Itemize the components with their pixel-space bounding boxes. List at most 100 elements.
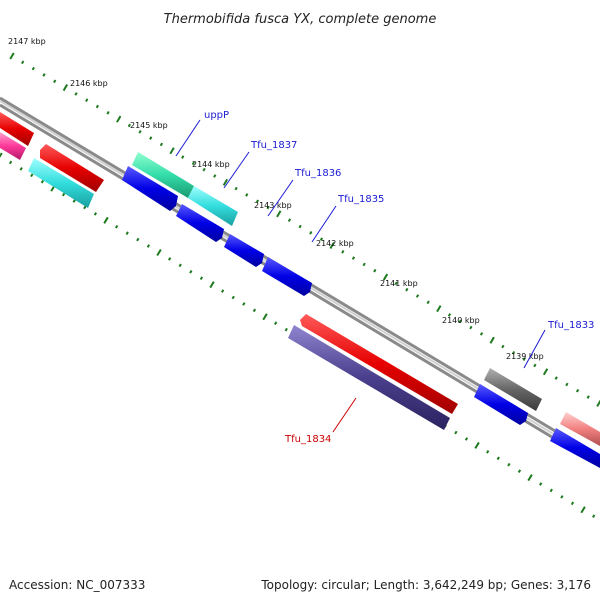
minor-tick	[486, 450, 490, 454]
major-tick	[527, 474, 533, 482]
minor-tick	[167, 257, 172, 261]
gene-arrow-upp	[132, 152, 194, 198]
kbp-label-2139: 2139 kbp	[506, 352, 544, 361]
minor-tick	[42, 73, 46, 77]
gene-arrow-red	[300, 314, 458, 414]
major-tick	[596, 399, 600, 407]
minor-tick	[149, 136, 153, 140]
minor-tick	[274, 321, 278, 326]
gene-label-tfu1837: Tfu_1837	[250, 140, 297, 151]
major-tick	[9, 52, 15, 60]
minor-tick	[287, 218, 292, 223]
major-tick	[156, 248, 162, 256]
minor-tick	[72, 199, 76, 203]
accession-text: Accession: NC_007333	[9, 578, 146, 592]
minor-tick	[106, 111, 110, 115]
kbp-label-2143: 2143 kbp	[254, 201, 292, 210]
minor-tick	[426, 300, 430, 305]
minor-tick	[191, 161, 196, 166]
minor-tick	[127, 123, 132, 128]
minor-tick	[507, 462, 511, 467]
gene-arrow-blue	[176, 204, 224, 242]
minor-tick	[501, 344, 505, 349]
minor-tick	[266, 205, 270, 210]
minor-tick	[469, 325, 473, 330]
minor-tick	[40, 179, 45, 184]
gene-label-tfu1836: Tfu_1836	[294, 168, 341, 179]
minor-tick	[298, 224, 302, 229]
major-tick	[542, 368, 549, 376]
kbp-label-2147: 2147 kbp	[8, 37, 46, 46]
minor-tick	[181, 155, 185, 159]
minor-tick	[199, 276, 204, 281]
major-tick	[262, 313, 268, 321]
minor-tick	[533, 363, 537, 368]
minor-tick	[592, 514, 596, 518]
minor-tick	[189, 269, 193, 274]
major-tick	[474, 441, 480, 449]
minor-tick	[159, 142, 164, 147]
minor-tick	[415, 294, 420, 298]
map-title: Thermobifida fusca YX, complete genome	[164, 12, 437, 27]
minor-tick	[138, 129, 142, 134]
minor-tick	[464, 437, 469, 441]
minor-tick	[554, 376, 558, 380]
minor-tick	[373, 268, 377, 273]
minor-tick	[61, 192, 66, 197]
minor-tick	[213, 174, 217, 178]
kbp-label-2146: 2146 kbp	[70, 79, 108, 88]
kbp-label-2141: 2141 kbp	[380, 279, 418, 288]
label-connectors	[175, 119, 546, 433]
minor-tick	[21, 60, 25, 65]
gene-features	[0, 112, 600, 468]
minor-tick	[458, 319, 462, 324]
minor-tick	[83, 205, 87, 210]
minor-tick	[245, 193, 249, 197]
minor-tick	[242, 302, 246, 306]
gene-arrow-tfu1834	[288, 325, 450, 430]
major-tick	[0, 152, 3, 158]
gene-label-tfu1835: Tfu_1835	[337, 194, 384, 205]
minor-tick	[341, 249, 345, 254]
major-tick	[580, 506, 586, 514]
major-tick	[62, 84, 68, 92]
gene-arrow-tfu1835	[262, 257, 312, 296]
gene-arrow	[0, 112, 34, 146]
outer-tick-ring	[9, 52, 600, 407]
minor-tick	[511, 351, 516, 355]
minor-tick	[85, 98, 89, 103]
minor-tick	[560, 495, 564, 499]
minor-tick	[319, 237, 324, 241]
major-tick	[103, 216, 109, 224]
major-tick	[489, 336, 495, 344]
gene-arrow	[28, 158, 94, 208]
minor-tick	[394, 281, 398, 286]
gene-label-uppP: uppP	[204, 110, 229, 121]
topology-text: Topology: circular; Length: 3,642,249 bp…	[261, 578, 591, 592]
major-tick	[436, 305, 442, 313]
gene-arrow	[40, 144, 104, 192]
minor-tick	[31, 66, 35, 71]
kbp-labels: 2147 kbp 2146 kbp 2145 kbp 2144 kbp 2143…	[8, 37, 544, 361]
minor-tick	[586, 395, 590, 399]
gene-labels: uppP Tfu_1837 Tfu_1836 Tfu_1835 Tfu_1833…	[204, 110, 594, 445]
minor-tick	[114, 224, 119, 229]
major-tick	[169, 147, 175, 155]
gene-arrow-salmon	[560, 412, 600, 446]
minor-tick	[539, 482, 543, 486]
minor-tick	[479, 332, 484, 336]
minor-tick	[447, 313, 452, 317]
gene-arrow-blue	[550, 428, 600, 468]
kbp-label-2142: 2142 kbp	[316, 239, 354, 248]
kbp-label-2140: 2140 kbp	[442, 316, 480, 325]
minor-tick	[95, 104, 99, 109]
gene-arrow-tfu1837	[188, 186, 238, 226]
minor-tick	[146, 244, 151, 248]
minor-tick	[74, 92, 78, 96]
minor-tick	[234, 186, 238, 191]
major-tick	[382, 273, 389, 281]
minor-tick	[125, 231, 129, 235]
minor-tick	[93, 212, 98, 216]
kbp-label-2144: 2144 kbp	[192, 160, 230, 169]
